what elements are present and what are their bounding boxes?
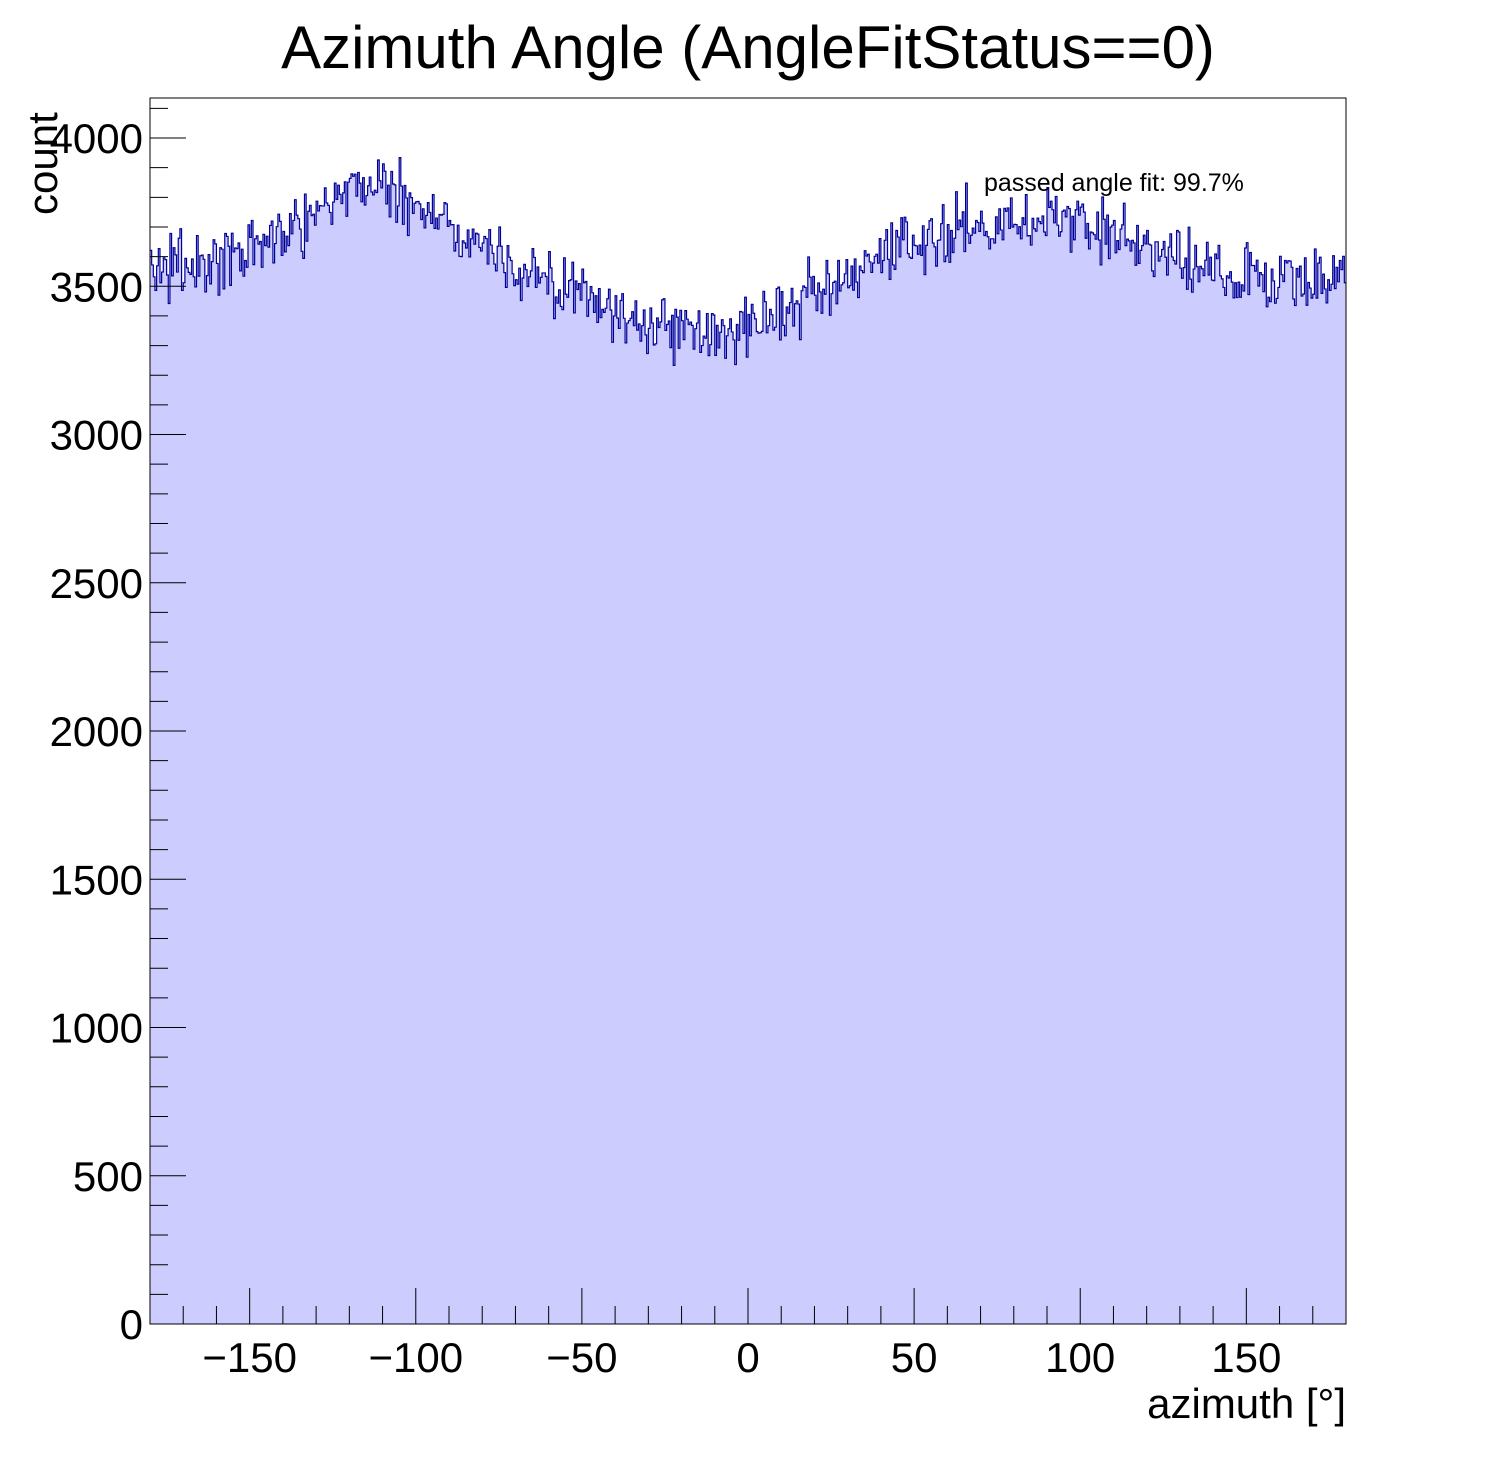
chart-title: Azimuth Angle (AngleFitStatus==0)	[281, 14, 1215, 81]
x-tick-label: 150	[1211, 1334, 1281, 1381]
y-tick-label: 4000	[50, 115, 143, 162]
y-axis: 0 500 1000 1500 2000 2500 3000 3500 4000	[50, 107, 186, 1348]
histogram-bars	[150, 157, 1346, 1325]
histogram-fill	[150, 157, 1346, 1325]
y-tick-label: 500	[73, 1153, 143, 1200]
y-axis-label: count	[19, 112, 66, 215]
x-axis-label: azimuth [°]	[1147, 1380, 1346, 1427]
y-tick-label: 2500	[50, 560, 143, 607]
y-tick-label: 2000	[50, 708, 143, 755]
y-tick-label: 3000	[50, 412, 143, 459]
x-tick-label: 50	[891, 1334, 938, 1381]
x-tick-label: −100	[368, 1334, 463, 1381]
y-tick-label: 0	[120, 1301, 143, 1348]
x-axis: −150 −100 −50 0 50 100 150	[182, 1288, 1314, 1381]
x-tick-label: 0	[736, 1334, 759, 1381]
passed-fit-annotation: passed angle fit: 99.7%	[984, 169, 1244, 197]
x-tick-label: −150	[202, 1334, 297, 1381]
x-tick-label: 100	[1045, 1334, 1115, 1381]
x-tick-label: −50	[546, 1334, 617, 1381]
y-tick-label: 1500	[50, 856, 143, 903]
y-tick-label: 1000	[50, 1005, 143, 1052]
histogram-outline	[150, 157, 1346, 367]
y-tick-label: 3500	[50, 263, 143, 310]
